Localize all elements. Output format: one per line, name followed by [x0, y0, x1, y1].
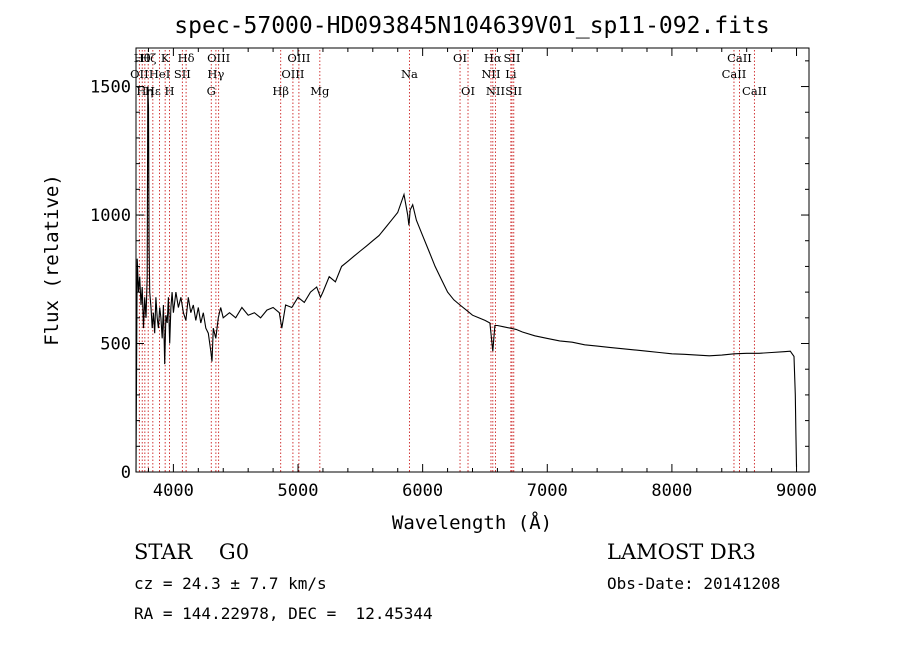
- x-tick-label: 9000: [776, 481, 817, 501]
- line-marker-label: Hα: [484, 51, 502, 65]
- line-marker-label: Hγ: [207, 67, 224, 81]
- line-marker-label: CaII: [742, 84, 767, 98]
- line-marker-label: HeI: [149, 67, 170, 81]
- y-tick-label: 500: [100, 335, 131, 355]
- x-tick-label: 5000: [278, 481, 319, 501]
- line-marker-label: K: [161, 51, 170, 65]
- x-tick-label: 4000: [153, 481, 194, 501]
- line-marker-label: OI: [453, 51, 467, 65]
- x-tick-label: 8000: [651, 481, 692, 501]
- line-marker-label: H: [165, 84, 175, 98]
- line-marker-label: Hε: [145, 84, 161, 98]
- line-marker-label: NII: [481, 67, 500, 81]
- x-axis-ticks: 4000 5000 6000 7000 8000 9000: [147, 48, 817, 501]
- line-marker-label: OIII: [281, 67, 304, 81]
- y-tick-label: 0: [121, 463, 131, 483]
- line-marker-label: SII: [504, 51, 521, 65]
- line-marker-labels: OII Hθ Hη Hζ Hε HeI K H SII Hδ G Hγ OIII Hβ OIII OIII Mg…: [130, 51, 767, 98]
- chart-title: spec-57000-HD093845N104639V01_sp11-092.f…: [174, 13, 769, 39]
- line-marker-label: Hη: [136, 84, 153, 98]
- line-marker-label: OIII: [207, 51, 230, 65]
- y-axis-ticks: 0 500 1000 1500: [90, 60, 809, 483]
- line-marker-label: OII: [130, 67, 149, 81]
- coordinates-label: RA = 144.22978, DEC = 12.45344: [134, 604, 433, 623]
- line-marker-label: Hδ: [178, 51, 195, 65]
- class-label: STAR G0: [134, 540, 250, 564]
- line-markers: [138, 50, 755, 472]
- line-marker-label: OI: [461, 84, 475, 98]
- obs-date-label: Obs-Date: 20141208: [607, 574, 781, 593]
- line-marker-label: CaII: [722, 67, 747, 81]
- line-marker-label: Hζ: [140, 51, 156, 65]
- line-marker-label: SII: [174, 67, 191, 81]
- line-marker-label: Hβ: [272, 84, 289, 98]
- x-tick-label: 6000: [402, 481, 443, 501]
- line-marker-label: OIII: [287, 51, 310, 65]
- survey-label: LAMOST DR3: [607, 540, 756, 564]
- line-marker-label: CaII: [727, 51, 752, 65]
- x-axis-label: Wavelength (Å): [392, 511, 552, 534]
- plot-frame: [135, 47, 810, 473]
- x-tick-label: 7000: [527, 481, 568, 501]
- velocity-label: cz = 24.3 ± 7.7 km/s: [134, 574, 327, 593]
- line-marker-label: NII: [486, 84, 505, 98]
- line-marker-label: Hθ: [134, 51, 151, 65]
- y-axis-label: Flux (relative): [41, 174, 63, 346]
- spectrum-line: [135, 86, 798, 473]
- line-marker-label: Mg: [310, 84, 330, 98]
- y-tick-label: 1000: [90, 206, 131, 226]
- line-marker-label: G: [207, 84, 216, 98]
- line-marker-label: Li: [505, 67, 517, 81]
- line-marker-label: Na: [401, 67, 418, 81]
- y-tick-label: 1500: [90, 78, 131, 98]
- line-marker-label: SII: [505, 84, 522, 98]
